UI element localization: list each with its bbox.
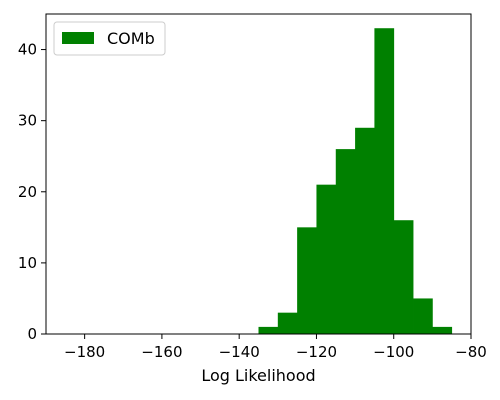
- histogram-bar: [374, 28, 395, 334]
- histogram-bar: [335, 149, 356, 334]
- x-axis: −180 −160 −140 −120 −100 −80: [64, 334, 487, 361]
- x-tick-label: −80: [455, 343, 487, 361]
- histogram-bars: [258, 28, 453, 335]
- x-axis-label: Log Likelihood: [201, 366, 315, 385]
- histogram-bar: [355, 127, 375, 335]
- x-tick-label: −100: [373, 343, 414, 361]
- x-tick-label: −120: [296, 343, 337, 361]
- x-tick-label: −180: [64, 343, 105, 361]
- histogram-bar: [297, 227, 317, 334]
- x-tick-label: −140: [219, 343, 260, 361]
- histogram-bar: [432, 326, 453, 334]
- histogram-bar: [413, 298, 433, 334]
- plot-frame: [45, 13, 472, 335]
- legend-frame: [53, 21, 166, 56]
- legend: COMb: [53, 21, 166, 56]
- y-tick-label: 20: [18, 183, 37, 201]
- legend-label-comb: COMb: [107, 29, 155, 48]
- histogram-bar: [258, 326, 279, 334]
- histogram-bar: [277, 312, 298, 334]
- y-axis: 0 10 20 30 40: [18, 41, 46, 343]
- y-tick-label: 30: [18, 112, 37, 130]
- histogram-bar: [316, 184, 337, 334]
- histogram-bar: [393, 220, 414, 334]
- legend-swatch: [62, 32, 94, 44]
- x-tick-label: −160: [141, 343, 182, 361]
- y-tick-label: 40: [18, 41, 37, 59]
- y-tick-label: 10: [18, 254, 37, 272]
- y-tick-label: 0: [27, 325, 37, 343]
